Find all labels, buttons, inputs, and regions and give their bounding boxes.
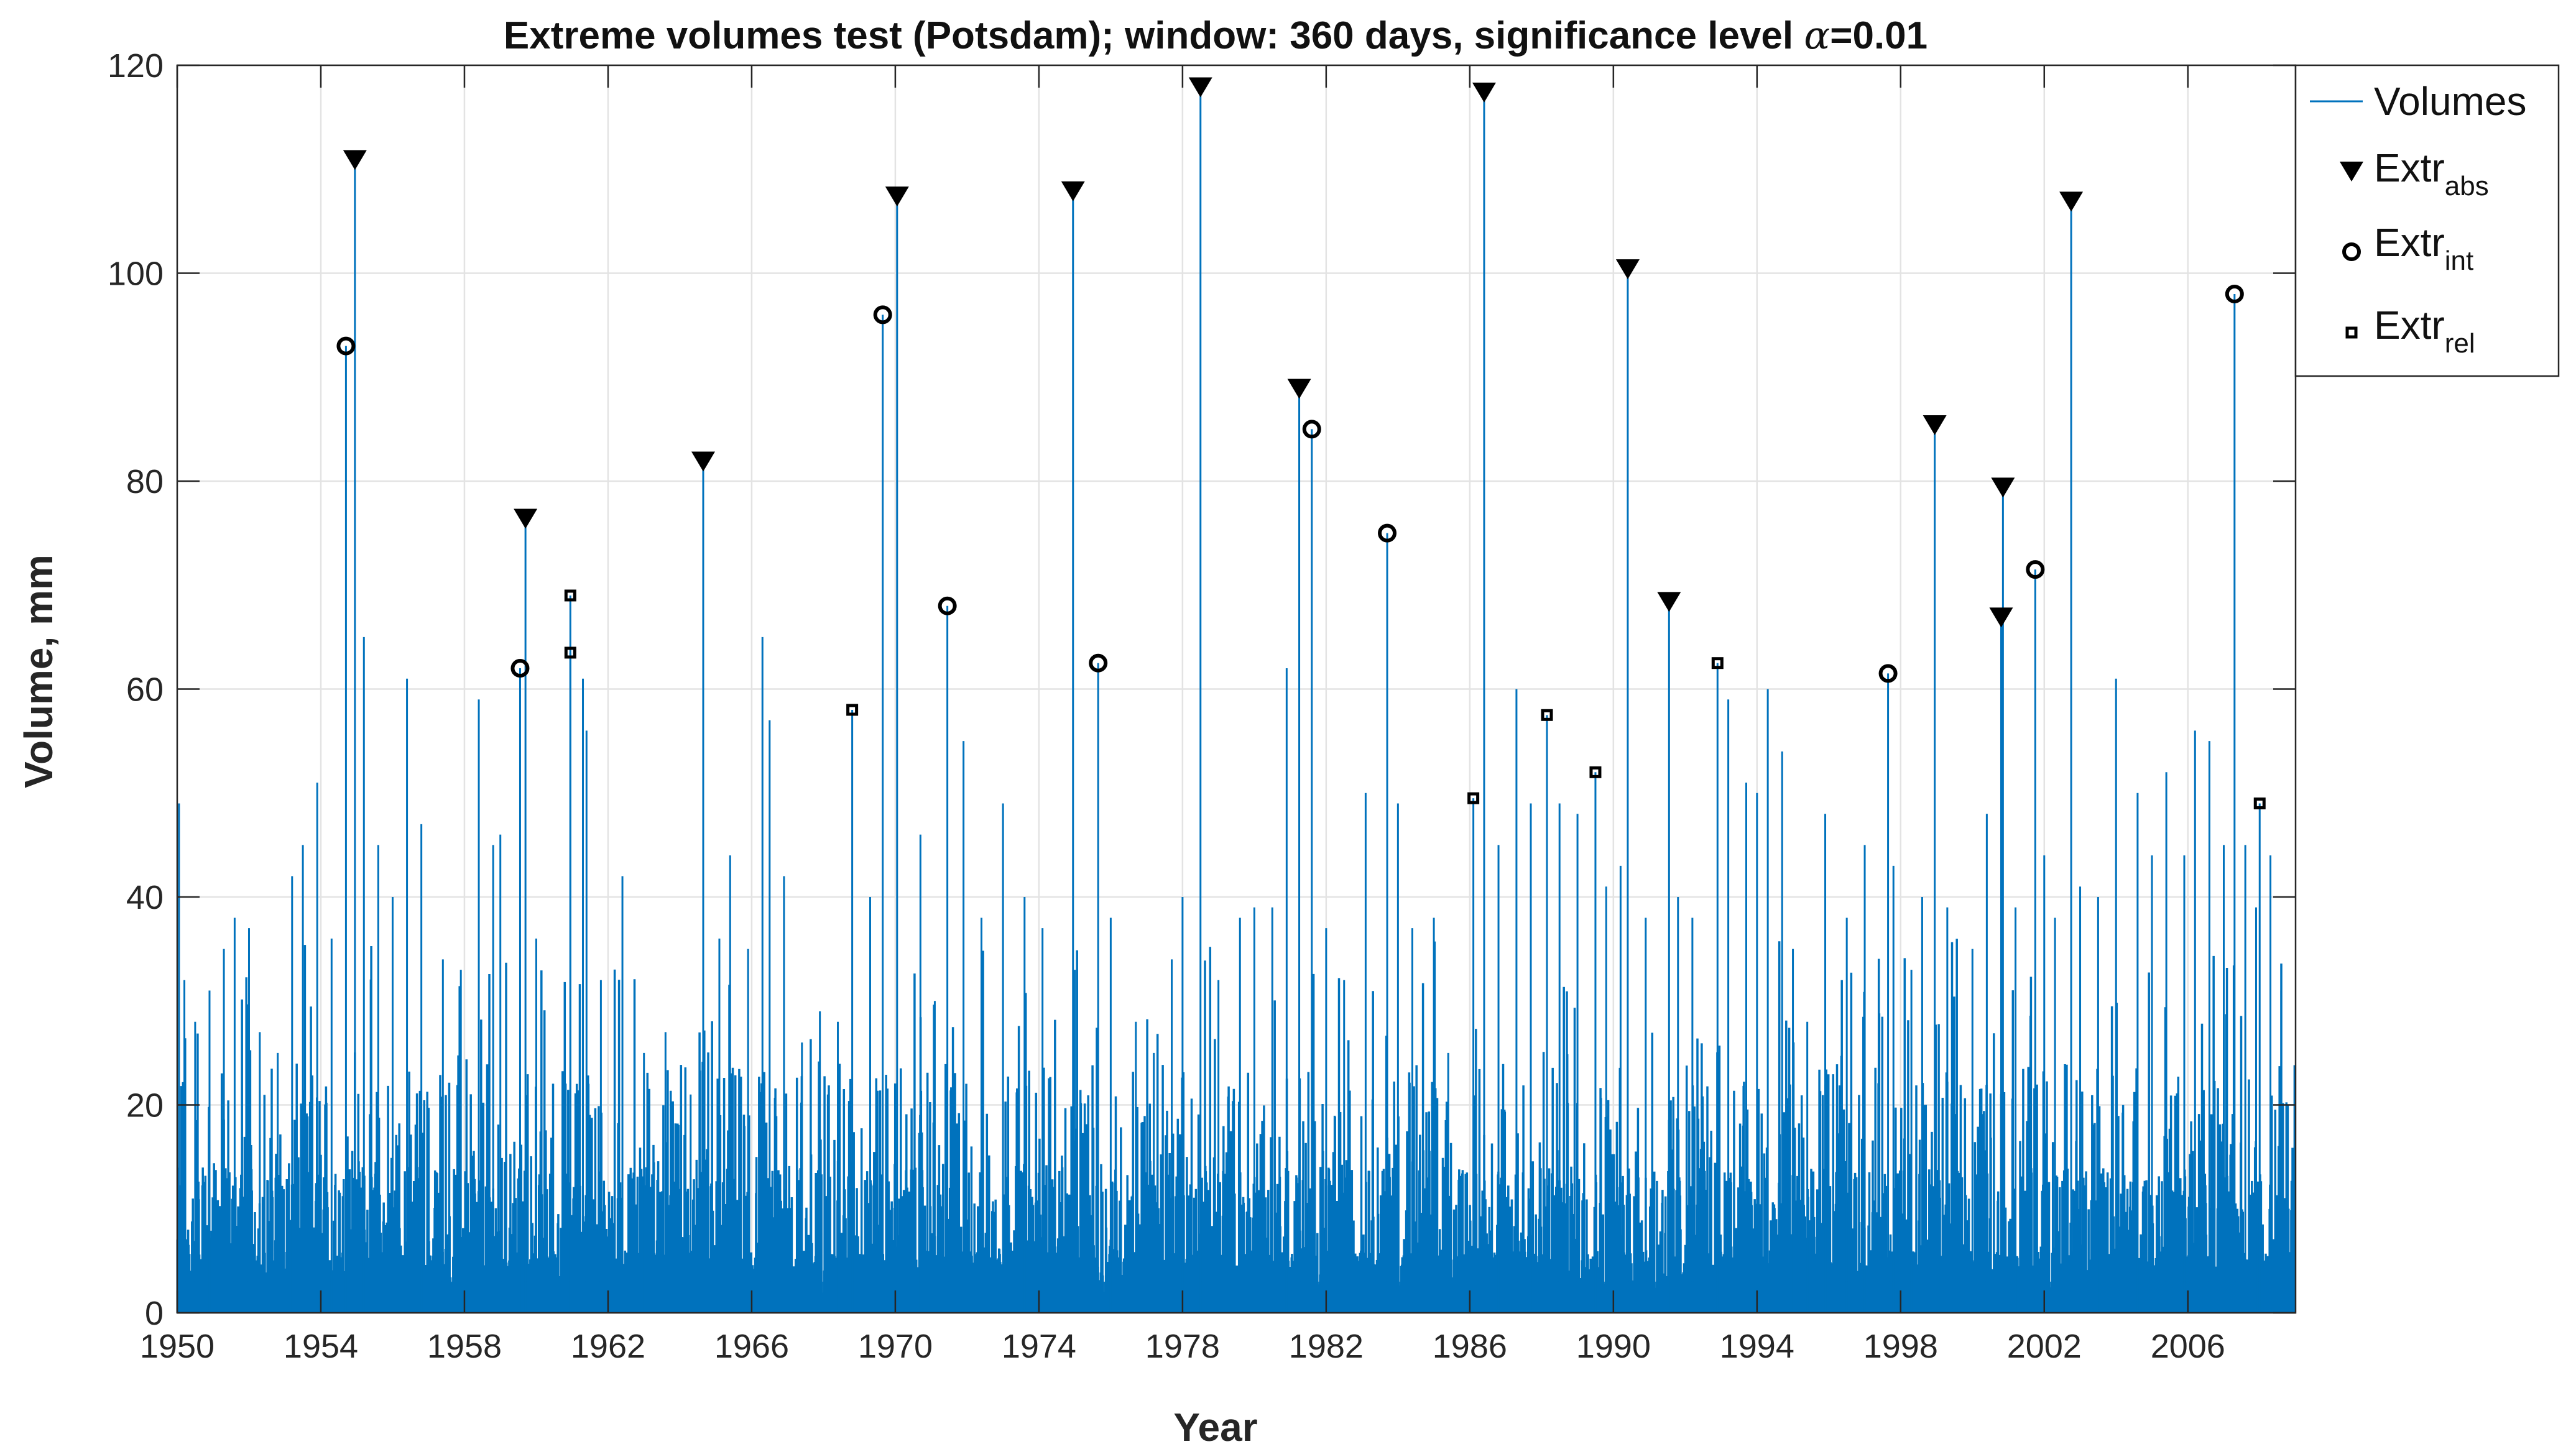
extremes-markers [336,77,2266,809]
x-tick-label: 2006 [2151,1328,2225,1365]
extr-int-marker [1089,653,1108,673]
extr-rel-marker [846,704,859,716]
legend-rel-sub: rel [2445,328,2475,359]
x-tick-labels: 1950 1954 1958 1962 1966 1970 1974 1978 1982 1986… [140,1328,2225,1365]
extr-int-marker [873,305,892,324]
legend-int-text: Extr [2374,220,2445,265]
legend-abs-text: Extr [2374,145,2445,190]
title-prefix: Extreme volumes test (Potsdam); window: … [504,14,1804,57]
extr-int-marker [1302,420,1321,439]
y-tick-label: 40 [126,879,164,916]
y-tick-label: 20 [126,1087,164,1124]
extr-abs-marker [1923,415,1947,436]
extr-abs-marker [1989,607,2013,628]
x-tick-label: 1954 [284,1328,358,1365]
extr-abs-marker [2059,191,2084,212]
extr-abs-marker [1615,259,1640,280]
title-suffix: =0.01 [1830,14,1927,57]
axes [176,64,2297,1314]
extr-abs-marker [1287,379,1311,399]
x-tick-label: 1990 [1576,1328,1651,1365]
x-tick-label: 1994 [1720,1328,1794,1365]
extr-rel-marker [564,646,576,659]
x-tick-label: 1998 [1863,1328,1938,1365]
x-tick-label: 1986 [1433,1328,1507,1365]
extr-int-marker [1878,664,1898,683]
extr-abs-marker [1472,82,1496,103]
extr-rel-marker [1541,709,1553,721]
x-tick-label: 1958 [427,1328,502,1365]
x-tick-label: 1966 [714,1328,789,1365]
x-tick-label: 2002 [2007,1328,2082,1365]
extr-abs-marker [1061,181,1085,201]
title-alpha-symbol: α [1804,12,1830,58]
legend: Volumes Extrabs Extrint Extrrel [2294,64,2560,377]
extr-abs-marker [1991,477,2015,498]
y-axis-label: Volume, mm [16,554,61,788]
legend-int-label: Extrint [2374,220,2473,276]
legend-int-marker [2342,242,2361,261]
extr-int-marker [2026,560,2045,579]
y-tick-label: 80 [126,463,164,500]
x-tick-label: 1970 [858,1328,933,1365]
legend-box [2294,64,2560,377]
legend-abs-label: Extrabs [2374,145,2489,201]
extr-rel-marker [1711,657,1724,669]
extr-rel-marker [1589,766,1602,778]
y-tick-label: 60 [126,671,164,709]
extr-int-marker [2225,284,2244,303]
volumes-series [176,86,2296,1313]
volumes-base-fill [177,1281,2271,1313]
x-axis-label: Year [1173,1405,1257,1444]
legend-abs-sub: abs [2445,171,2489,201]
x-tick-label: 1978 [1145,1328,1220,1365]
y-tick-label: 0 [145,1295,164,1332]
extr-abs-marker [1657,592,1681,612]
x-tick-label: 1950 [140,1328,215,1365]
extr-int-marker [938,596,957,615]
y-tick-label: 120 [108,47,164,85]
x-tick-label: 1962 [571,1328,645,1365]
extr-abs-marker [514,508,538,529]
extr-abs-marker [691,451,715,472]
y-tick-label: 100 [108,255,164,293]
legend-rel-marker [2345,326,2358,339]
chart-title: Extreme volumes test (Potsdam); window: … [504,12,1927,58]
legend-volumes-label: Volumes [2374,79,2526,124]
legend-abs-marker [2340,162,2363,182]
legend-rel-label: Extrrel [2374,303,2475,359]
extr-int-marker [510,659,530,678]
extr-rel-marker [1467,792,1480,804]
y-tick-labels: 0 20 40 60 80 100 120 [108,47,164,1332]
extr-int-marker [1378,523,1397,543]
extr-rel-marker [564,589,576,602]
extr-abs-marker [1188,77,1212,98]
extr-abs-marker [885,186,909,207]
legend-int-sub: int [2445,246,2473,276]
x-tick-label: 1974 [1002,1328,1076,1365]
plot-area-border [176,64,2297,1314]
grid-layer [176,64,2296,1314]
volumes-background-spikes [176,939,2296,1313]
extr-abs-marker [343,150,367,170]
extr-rel-marker [2253,797,2266,809]
x-tick-label: 1982 [1289,1328,1364,1365]
legend-rel-text: Extr [2374,303,2445,347]
extr-int-marker [336,336,356,356]
